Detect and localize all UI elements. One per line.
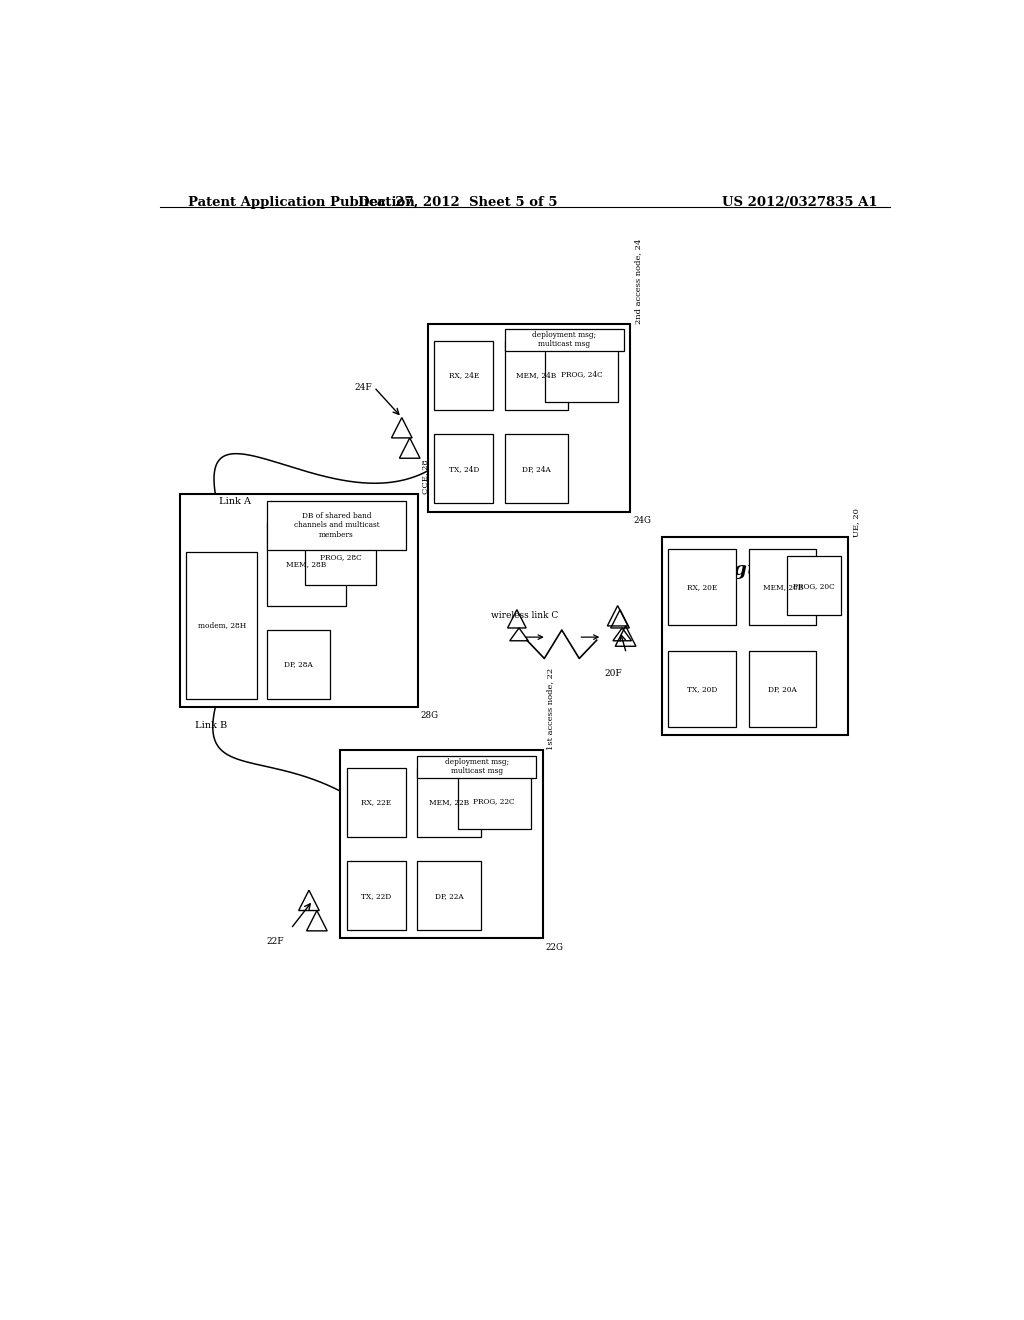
Bar (434, 341, 494, 411)
Bar (505, 341, 568, 411)
Text: DB of shared band
channels and multicast
members: DB of shared band channels and multicast… (294, 512, 379, 539)
Text: wireless link C: wireless link C (490, 611, 558, 620)
Text: PROG, 28C: PROG, 28C (319, 553, 361, 561)
Bar (305, 528, 377, 585)
Bar (458, 774, 530, 829)
Bar (417, 861, 480, 931)
Text: 20F: 20F (604, 669, 622, 678)
Bar (434, 434, 494, 503)
Text: RX, 20E: RX, 20E (687, 583, 717, 591)
Text: 28G: 28G (421, 711, 439, 721)
Bar (428, 323, 630, 512)
Bar (749, 651, 816, 727)
Text: 24F: 24F (354, 383, 372, 392)
Text: DP, 20A: DP, 20A (768, 685, 797, 693)
Text: RX, 24E: RX, 24E (449, 371, 479, 379)
Text: 24G: 24G (633, 516, 651, 524)
Text: deployment msg;
multicast msg: deployment msg; multicast msg (532, 331, 596, 348)
Bar (417, 755, 537, 777)
Bar (267, 630, 331, 700)
Text: UE, 20: UE, 20 (852, 508, 860, 537)
Bar (186, 552, 257, 700)
Text: Figure 5: Figure 5 (713, 561, 805, 579)
Bar (662, 537, 848, 735)
Text: Link A: Link A (219, 496, 251, 506)
Bar (417, 768, 480, 837)
Text: PROG, 20C: PROG, 20C (794, 582, 835, 590)
Text: Dec. 27, 2012  Sheet 5 of 5: Dec. 27, 2012 Sheet 5 of 5 (357, 195, 557, 209)
Text: 2nd access node, 24: 2nd access node, 24 (634, 238, 642, 323)
Bar (505, 329, 624, 351)
Text: TX, 20D: TX, 20D (687, 685, 717, 693)
Text: TX, 22D: TX, 22D (361, 892, 391, 900)
Text: DP, 28A: DP, 28A (285, 660, 313, 668)
Bar (749, 549, 816, 626)
Bar (668, 651, 735, 727)
Bar (505, 434, 568, 503)
Bar (347, 768, 407, 837)
Text: MEM, 24B: MEM, 24B (516, 371, 556, 379)
Bar (340, 751, 543, 939)
Text: Link B: Link B (196, 721, 227, 730)
Text: 22F: 22F (267, 936, 285, 945)
Text: PROG, 24C: PROG, 24C (561, 371, 602, 379)
Text: PROG, 22C: PROG, 22C (473, 797, 515, 805)
Bar (787, 556, 841, 615)
Text: MEM, 28B: MEM, 28B (287, 560, 327, 568)
Bar (668, 549, 735, 626)
Bar (267, 523, 346, 606)
Text: DP, 24A: DP, 24A (522, 465, 551, 473)
Text: 22G: 22G (546, 942, 563, 952)
Text: deployment msg;
multicast msg: deployment msg; multicast msg (444, 758, 509, 775)
Bar (347, 861, 407, 931)
Text: CCE, 28: CCE, 28 (422, 459, 430, 494)
Text: modem, 28H: modem, 28H (198, 622, 246, 630)
Text: RX, 22E: RX, 22E (361, 799, 391, 807)
Text: US 2012/0327835 A1: US 2012/0327835 A1 (722, 195, 878, 209)
Text: MEM, 20B: MEM, 20B (763, 583, 803, 591)
Text: MEM, 22B: MEM, 22B (429, 799, 469, 807)
Bar (179, 494, 418, 708)
Text: DP, 22A: DP, 22A (434, 892, 464, 900)
Bar (545, 347, 618, 401)
Text: TX, 24D: TX, 24D (449, 465, 479, 473)
Bar (267, 500, 406, 549)
Text: 1st access node, 22: 1st access node, 22 (547, 668, 555, 751)
Text: Patent Application Publication: Patent Application Publication (187, 195, 415, 209)
